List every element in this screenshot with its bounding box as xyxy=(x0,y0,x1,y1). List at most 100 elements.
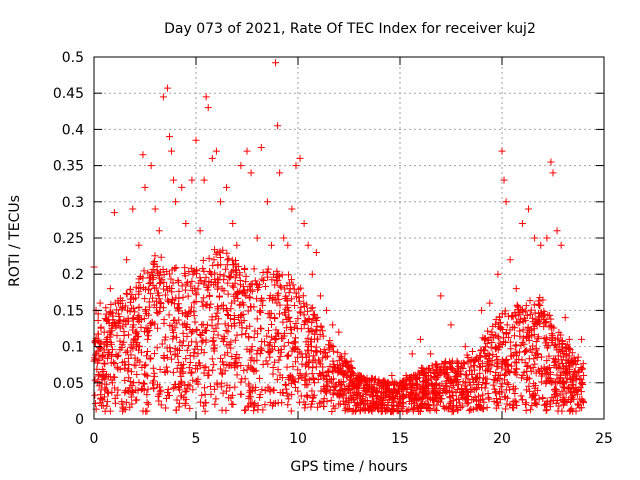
data-point xyxy=(518,305,526,313)
data-point xyxy=(291,302,299,310)
data-point xyxy=(108,346,116,354)
data-point xyxy=(317,323,325,331)
data-point xyxy=(432,389,440,397)
data-point xyxy=(468,385,476,393)
data-point xyxy=(196,227,204,235)
data-point xyxy=(511,358,519,366)
data-point xyxy=(119,403,127,411)
data-point xyxy=(421,377,429,385)
data-point xyxy=(497,324,505,332)
data-point xyxy=(143,391,151,399)
data-point xyxy=(339,371,347,379)
data-point xyxy=(257,325,265,333)
data-point xyxy=(195,279,203,287)
data-point xyxy=(211,275,219,283)
data-point xyxy=(141,370,149,378)
data-point xyxy=(167,284,175,292)
data-point xyxy=(237,300,245,308)
data-point xyxy=(218,369,226,377)
data-point xyxy=(100,368,108,376)
data-point xyxy=(307,403,315,411)
data-point xyxy=(533,354,541,362)
data-point xyxy=(285,289,293,297)
data-point xyxy=(99,402,107,410)
data-point xyxy=(452,373,460,381)
data-point xyxy=(579,365,587,373)
data-point xyxy=(226,384,234,392)
data-point xyxy=(492,331,500,339)
data-point xyxy=(104,349,112,357)
data-point xyxy=(297,303,305,311)
data-point xyxy=(287,329,295,337)
data-point xyxy=(145,298,153,306)
x-tick-label: 5 xyxy=(192,431,201,447)
data-point xyxy=(329,402,337,410)
data-point xyxy=(118,400,126,408)
data-point xyxy=(140,267,148,275)
data-point xyxy=(135,241,143,249)
data-point xyxy=(288,391,296,399)
data-point xyxy=(427,350,435,358)
data-point xyxy=(212,147,220,155)
data-point xyxy=(289,363,297,371)
data-point xyxy=(230,311,238,319)
data-point xyxy=(258,275,266,283)
data-point xyxy=(522,399,530,407)
data-point xyxy=(198,298,206,306)
data-point xyxy=(453,359,461,367)
data-point xyxy=(228,391,236,399)
data-point xyxy=(160,354,168,362)
data-point xyxy=(283,392,291,400)
data-point xyxy=(363,381,371,389)
data-point xyxy=(135,303,143,311)
data-point xyxy=(174,305,182,313)
data-point xyxy=(408,388,416,396)
data-point xyxy=(124,317,132,325)
data-point xyxy=(516,319,524,327)
data-point xyxy=(530,325,538,333)
data-point xyxy=(408,379,416,387)
data-point xyxy=(300,321,308,329)
data-point xyxy=(410,395,418,403)
data-point xyxy=(483,404,491,412)
data-point xyxy=(103,398,111,406)
data-point xyxy=(142,306,150,314)
data-point xyxy=(543,344,551,352)
y-tick-label: 0.4 xyxy=(62,122,84,138)
data-point xyxy=(298,373,306,381)
data-point xyxy=(390,392,398,400)
data-point xyxy=(444,376,452,384)
data-point xyxy=(223,183,231,191)
data-point xyxy=(264,383,272,391)
data-point xyxy=(352,402,360,410)
data-point xyxy=(324,341,332,349)
data-point xyxy=(224,328,232,336)
data-point xyxy=(323,397,331,405)
data-point xyxy=(388,407,396,415)
data-point xyxy=(578,404,586,412)
data-point xyxy=(108,351,116,359)
data-point xyxy=(543,406,551,414)
data-point xyxy=(310,375,318,383)
data-point xyxy=(186,359,194,367)
data-point xyxy=(268,276,276,284)
data-point xyxy=(524,333,532,341)
data-point xyxy=(530,390,538,398)
data-point xyxy=(462,379,470,387)
data-point xyxy=(264,265,272,273)
data-point xyxy=(194,350,202,358)
data-point xyxy=(91,391,99,399)
data-point xyxy=(270,386,278,394)
data-point xyxy=(103,402,111,410)
data-point xyxy=(217,261,225,269)
data-point xyxy=(526,327,534,335)
data-point xyxy=(504,361,512,369)
data-point xyxy=(169,326,177,334)
data-point xyxy=(219,246,227,254)
data-point xyxy=(566,385,574,393)
data-point xyxy=(434,397,442,405)
data-point xyxy=(332,383,340,391)
data-point xyxy=(420,400,428,408)
data-point xyxy=(295,297,303,305)
data-point xyxy=(264,310,272,318)
